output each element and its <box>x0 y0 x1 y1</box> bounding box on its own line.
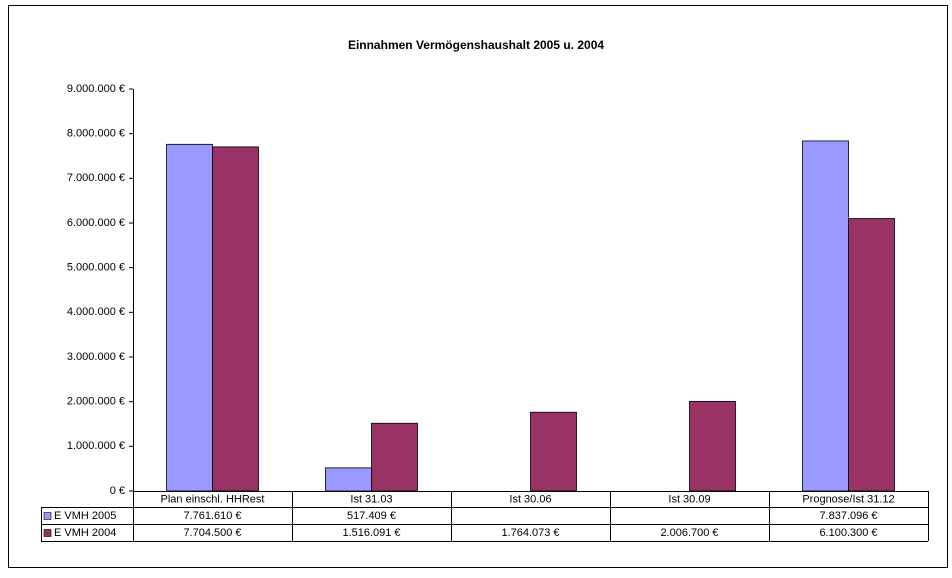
table-value: 7.704.500 € <box>183 527 241 539</box>
bar <box>212 146 259 492</box>
table-value: 6.100.300 € <box>819 527 877 539</box>
x-tick-label: Ist 30.09 <box>668 493 710 505</box>
bar <box>371 422 418 492</box>
table-value: 517.409 € <box>347 510 396 522</box>
y-tick-label: 8.000.000 € <box>67 128 125 140</box>
legend-label: E VMH 2005 <box>54 510 116 522</box>
y-tick-label: 5.000.000 € <box>67 262 125 274</box>
y-tick-label: 3.000.000 € <box>67 351 125 363</box>
bar <box>689 400 736 492</box>
y-tick-label: 1.000.000 € <box>67 440 125 452</box>
y-tick-label: 4.000.000 € <box>67 306 125 318</box>
x-tick-label: Plan einschl. HHRest <box>161 493 265 505</box>
bar <box>325 467 372 492</box>
legend-label: E VMH 2004 <box>54 527 116 539</box>
chart-title: Einnahmen Vermögenshaushalt 2005 u. 2004 <box>348 38 604 52</box>
table-value: 7.837.096 € <box>819 510 877 522</box>
table-value: 7.761.610 € <box>183 510 241 522</box>
y-tick-label: 0 € <box>110 485 125 497</box>
table-value: 2.006.700 € <box>660 527 718 539</box>
table-value: 1.764.073 € <box>501 527 559 539</box>
bar <box>848 218 895 492</box>
bar <box>802 140 849 492</box>
legend-key <box>43 512 52 520</box>
bar <box>530 411 577 492</box>
y-tick-label: 9.000.000 € <box>67 83 125 95</box>
x-tick-label: Ist 31.03 <box>350 493 392 505</box>
chart-border <box>8 5 948 568</box>
y-tick-label: 6.000.000 € <box>67 217 125 229</box>
y-tick-label: 7.000.000 € <box>67 172 125 184</box>
y-tick-label: 2.000.000 € <box>67 396 125 408</box>
table-value: 1.516.091 € <box>342 527 400 539</box>
x-tick-label: Prognose/Ist 31.12 <box>802 493 894 505</box>
legend-key <box>43 529 52 537</box>
x-tick-label: Ist 30.06 <box>509 493 551 505</box>
bar <box>166 143 213 492</box>
